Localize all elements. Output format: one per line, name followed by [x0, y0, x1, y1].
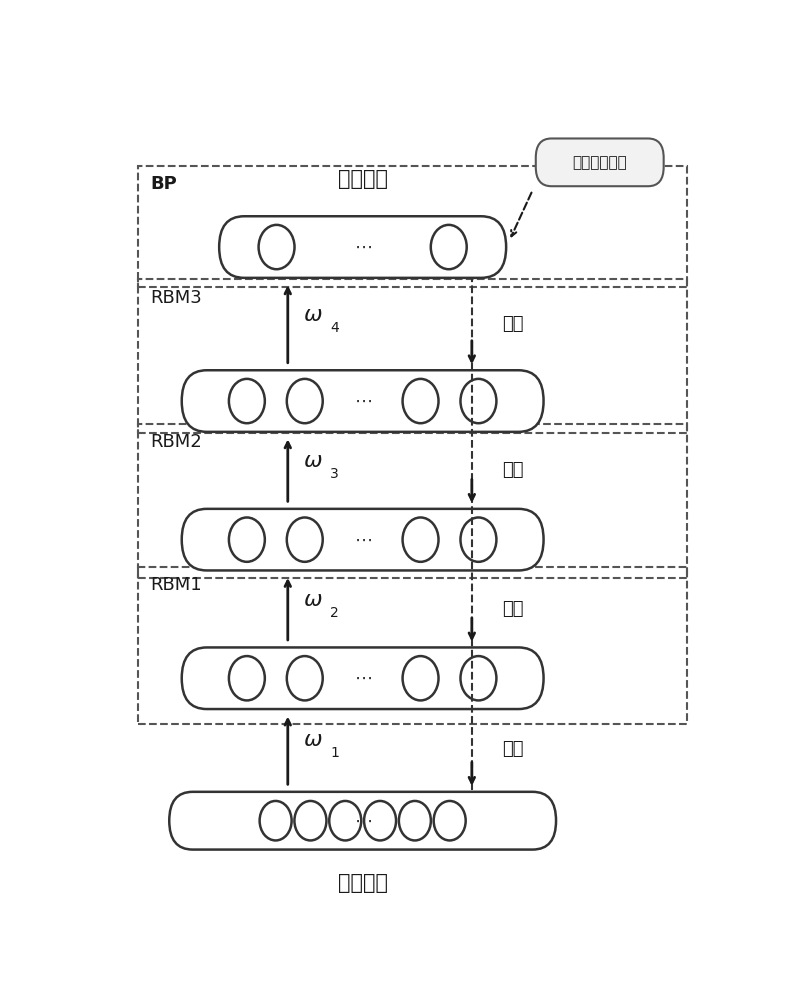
Circle shape [364, 801, 396, 840]
FancyBboxPatch shape [182, 370, 543, 432]
Bar [138, 424, 687, 578]
Bar [138, 279, 687, 433]
Circle shape [229, 379, 265, 423]
Circle shape [402, 517, 439, 562]
Circle shape [460, 379, 497, 423]
Text: $\cdots$: $\cdots$ [353, 812, 372, 830]
Text: 标准标注信息: 标准标注信息 [572, 155, 627, 170]
Text: 4: 4 [330, 321, 339, 335]
Text: BP: BP [151, 175, 177, 193]
Circle shape [287, 379, 323, 423]
Circle shape [287, 656, 323, 700]
Text: $\cdots$: $\cdots$ [353, 238, 372, 256]
Text: RBM3: RBM3 [151, 289, 202, 307]
Text: $\omega$: $\omega$ [303, 590, 323, 610]
Text: 微调: 微调 [502, 740, 523, 758]
Text: $\omega$: $\omega$ [303, 451, 323, 471]
Bar [138, 567, 687, 724]
Text: $\cdots$: $\cdots$ [353, 531, 372, 549]
Circle shape [295, 801, 327, 840]
Circle shape [260, 801, 291, 840]
Text: 1: 1 [330, 746, 339, 760]
Text: 微调: 微调 [502, 461, 523, 479]
Text: 微调: 微调 [502, 315, 523, 333]
Text: $\cdots$: $\cdots$ [353, 669, 372, 687]
Circle shape [229, 656, 265, 700]
Circle shape [402, 379, 439, 423]
Circle shape [460, 656, 497, 700]
Circle shape [287, 517, 323, 562]
Text: 输入数据: 输入数据 [337, 873, 388, 893]
Circle shape [431, 225, 467, 269]
Text: 3: 3 [330, 467, 339, 481]
FancyBboxPatch shape [169, 792, 556, 850]
FancyBboxPatch shape [536, 138, 663, 186]
Text: 2: 2 [330, 606, 339, 620]
Text: RBM1: RBM1 [151, 576, 202, 594]
Circle shape [460, 517, 497, 562]
Circle shape [402, 656, 439, 700]
Text: 微调: 微调 [502, 600, 523, 618]
Circle shape [398, 801, 431, 840]
Text: $\omega$: $\omega$ [303, 305, 323, 325]
FancyBboxPatch shape [182, 509, 543, 570]
Circle shape [434, 801, 465, 840]
FancyBboxPatch shape [182, 647, 543, 709]
FancyBboxPatch shape [219, 216, 506, 278]
Text: $\omega$: $\omega$ [303, 730, 323, 750]
Text: 输出数据: 输出数据 [337, 169, 388, 189]
Circle shape [329, 801, 361, 840]
Text: RBM2: RBM2 [151, 433, 202, 451]
Circle shape [258, 225, 295, 269]
Text: $\cdots$: $\cdots$ [353, 392, 372, 410]
Bar [138, 166, 687, 287]
Circle shape [229, 517, 265, 562]
